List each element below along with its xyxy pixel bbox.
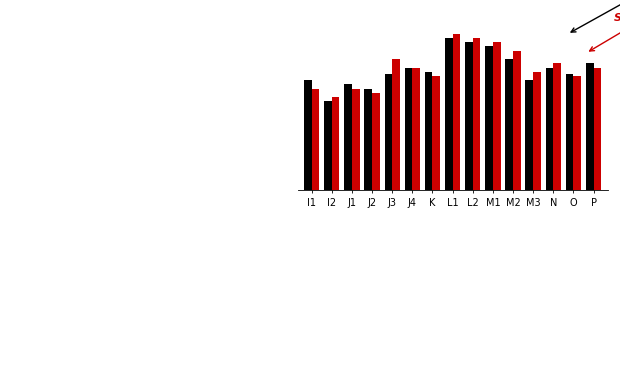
Bar: [433, 76, 440, 190]
Text: Simulated: Simulated: [590, 13, 620, 51]
Bar: [304, 80, 312, 190]
Bar: [505, 59, 513, 190]
Bar: [493, 42, 500, 190]
Bar: [526, 80, 533, 190]
Bar: [445, 38, 453, 190]
Bar: [405, 68, 412, 190]
Bar: [344, 84, 352, 190]
Bar: [513, 51, 521, 190]
Bar: [586, 63, 593, 190]
Bar: [472, 38, 480, 190]
Bar: [465, 42, 472, 190]
Bar: [425, 72, 433, 190]
Bar: [533, 72, 541, 190]
Bar: [574, 76, 581, 190]
Text: Measured: Measured: [571, 0, 620, 32]
Bar: [324, 101, 332, 190]
Bar: [352, 89, 360, 190]
Bar: [384, 74, 392, 190]
Bar: [392, 59, 400, 190]
Bar: [485, 46, 493, 190]
Bar: [453, 34, 460, 190]
Bar: [372, 93, 379, 190]
Bar: [546, 68, 553, 190]
Bar: [332, 97, 340, 190]
Bar: [553, 63, 561, 190]
Bar: [412, 68, 420, 190]
Bar: [312, 89, 319, 190]
Bar: [593, 68, 601, 190]
Bar: [565, 74, 574, 190]
Bar: [365, 89, 372, 190]
